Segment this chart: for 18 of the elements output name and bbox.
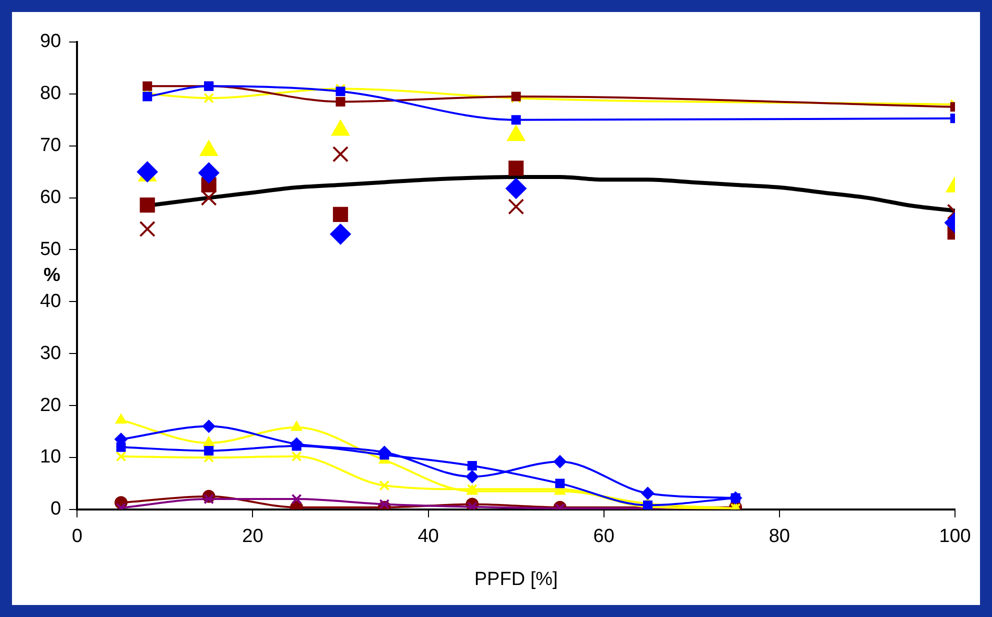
x-axis-title: PPFD [%] bbox=[474, 568, 558, 590]
y-tick-label: 30 bbox=[40, 342, 62, 364]
y-tick-label: 80 bbox=[40, 83, 62, 104]
x-tick-label: 0 bbox=[72, 526, 82, 548]
y-tick-label: 40 bbox=[40, 290, 62, 312]
y-tick-label: 60 bbox=[40, 187, 62, 208]
y-tick-label: 10 bbox=[40, 446, 62, 468]
x-tick-label: 100 bbox=[939, 526, 971, 548]
y-tick-label: 70 bbox=[40, 135, 62, 156]
y-axis-title: % bbox=[44, 264, 61, 286]
x-tick-label: 40 bbox=[418, 526, 439, 548]
x-tick-label: 80 bbox=[768, 526, 790, 548]
y-tick-label: 0 bbox=[50, 498, 62, 520]
x-tick-label: 20 bbox=[242, 526, 264, 548]
y-tick-label: 20 bbox=[40, 394, 62, 416]
y-tick-label: 50 bbox=[40, 238, 62, 260]
y-tick-label: 90 bbox=[40, 31, 62, 52]
x-tick-label: 60 bbox=[593, 526, 614, 548]
